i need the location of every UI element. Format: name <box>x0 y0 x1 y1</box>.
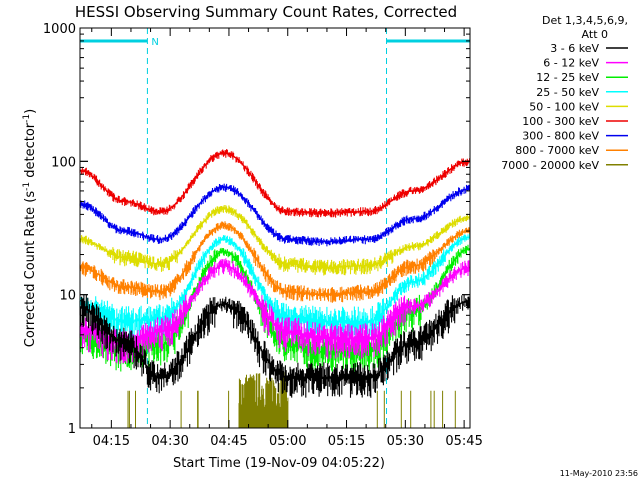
chart-title: HESSI Observing Summary Count Rates, Cor… <box>75 3 457 21</box>
axis-ticks: 1000 100 10 1 04:15 04:30 04:45 05:00 05:15 05:30… <box>43 22 483 449</box>
legend-entry-label: 100 - 300 keV <box>522 115 599 128</box>
series-line <box>79 186 470 243</box>
legend: Det 1,3,4,5,6,9,Att 03 - 6 keV 6 - 12 keV… <box>501 14 628 172</box>
legend-header-line: Att 0 <box>582 28 608 41</box>
y-axis-label-part-2: detector <box>23 122 38 182</box>
x-tick-label: 05:00 <box>269 434 306 449</box>
footer-date: 11-May-2010 23:56 <box>560 469 638 478</box>
y-axis-label: Corrected Count Rate (s-1 detector-1) <box>22 109 38 347</box>
legend-entry-label: 12 - 25 keV <box>536 71 599 84</box>
y-tick-label: 1000 <box>43 22 76 37</box>
series-line <box>79 208 470 269</box>
series-line <box>80 224 470 296</box>
series-line <box>79 265 470 346</box>
legend-entry-label: 800 - 7000 keV <box>515 144 599 157</box>
flag-label: N <box>151 37 158 48</box>
x-tick-label: 05:15 <box>328 434 365 449</box>
y-axis-label-part-1: Corrected Count Rate (s <box>23 191 38 348</box>
x-tick-label: 04:30 <box>151 434 188 449</box>
plot-frame <box>79 27 471 429</box>
legend-entry-label: 300 - 800 keV <box>522 130 599 143</box>
legend-entry-label: 6 - 12 keV <box>543 57 599 70</box>
y-tick-label: 1 <box>68 422 76 437</box>
series-line <box>80 236 470 323</box>
x-axis-label: Start Time (19-Nov-09 04:05:22) <box>173 456 385 471</box>
y-axis-label-sup-2: -1 <box>22 114 32 123</box>
y-axis-label-part-3: ) <box>23 109 38 114</box>
x-tick-label: 05:30 <box>387 434 424 449</box>
legend-entry-label: 7000 - 20000 keV <box>501 159 599 172</box>
series-0 <box>79 294 471 398</box>
legend-entry-label: 3 - 6 keV <box>550 42 599 55</box>
legend-entry-label: 25 - 50 keV <box>536 86 599 99</box>
y-axis-label-sup-1: -1 <box>22 182 32 191</box>
legend-entry-label: 50 - 100 keV <box>529 100 599 113</box>
legend-header-line: Det 1,3,4,5,6,9, <box>542 14 628 27</box>
series-4 <box>79 205 471 276</box>
x-tick-label: 04:15 <box>93 434 130 449</box>
x-tick-label: 05:45 <box>445 434 482 449</box>
y-tick-label: 100 <box>51 155 76 170</box>
data-layer: N <box>79 28 471 428</box>
series-line <box>79 152 470 214</box>
y-tick-label: 10 <box>59 289 76 304</box>
series-line <box>80 300 470 378</box>
x-tick-label: 04:45 <box>210 434 247 449</box>
